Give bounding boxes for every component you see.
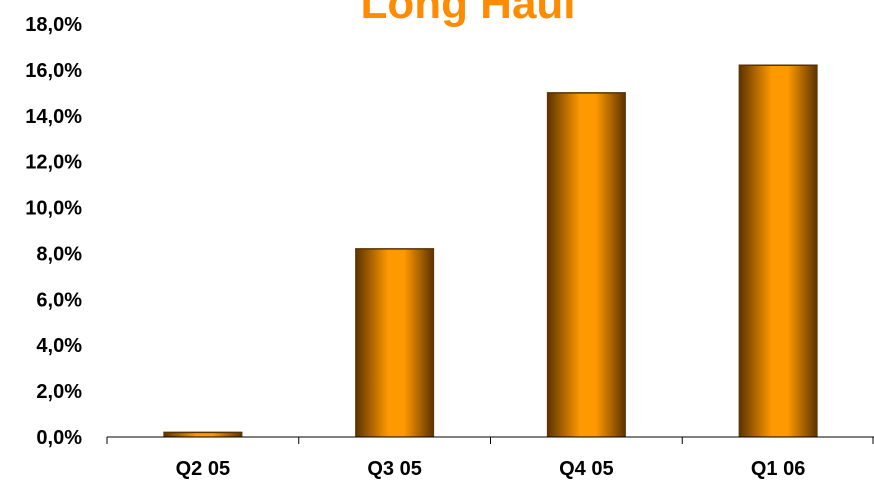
y-tick-label: 10,0% bbox=[25, 198, 82, 220]
bar bbox=[163, 432, 243, 437]
bar bbox=[546, 92, 626, 437]
y-tick-label: 6,0% bbox=[36, 289, 82, 311]
y-tick-label: 8,0% bbox=[36, 243, 82, 265]
chart-title: Long Haul bbox=[360, 0, 575, 28]
bars bbox=[163, 64, 818, 438]
y-tick-label: 16,0% bbox=[25, 60, 82, 82]
y-tick-label: 14,0% bbox=[25, 106, 82, 128]
y-tick-label: 0,0% bbox=[36, 427, 82, 449]
y-tick-label: 12,0% bbox=[25, 152, 82, 174]
bar bbox=[355, 248, 435, 437]
x-category-label: Q2 05 bbox=[176, 458, 230, 480]
x-category-label: Q4 05 bbox=[559, 458, 613, 480]
x-category-label: Q1 06 bbox=[751, 458, 805, 480]
y-tick-label: 4,0% bbox=[36, 335, 82, 357]
bar bbox=[738, 65, 818, 438]
y-tick-label: 2,0% bbox=[36, 381, 82, 403]
y-tick-label: 18,0% bbox=[25, 14, 82, 36]
x-category-label: Q3 05 bbox=[367, 458, 421, 480]
y-axis-ticks: 0,0% 2,0% 4,0% 6,0% 8,0% 10,0% 12,0% 14,0% 16,0%… bbox=[25, 14, 82, 449]
x-axis-categories: Q2 05 Q3 05 Q4 05 Q1 06 bbox=[106, 437, 874, 480]
